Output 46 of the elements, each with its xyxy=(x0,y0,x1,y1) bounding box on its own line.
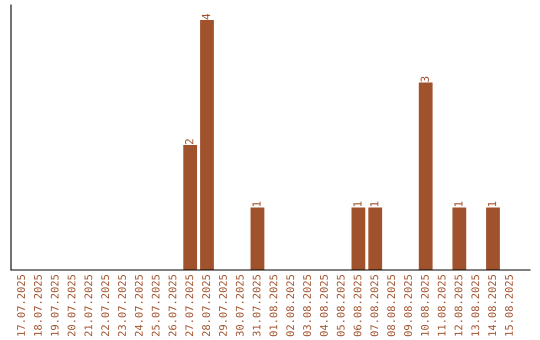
x-tick-label: 08.08.2025 xyxy=(387,275,396,336)
x-tick-label: 25.07.2025 xyxy=(152,275,160,336)
x-tick-label: 07.08.2025 xyxy=(370,275,378,336)
x-tick-label: 30.07.2025 xyxy=(236,275,244,336)
data-label: 4 xyxy=(202,14,210,20)
bar xyxy=(452,208,466,270)
bar xyxy=(250,208,264,270)
x-tick-label: 09.08.2025 xyxy=(404,275,412,336)
x-tick-label: 14.08.2025 xyxy=(488,275,496,336)
x-tick-label: 12.08.2025 xyxy=(454,275,462,336)
x-tick-label: 24.07.2025 xyxy=(134,275,143,336)
data-label: 1 xyxy=(488,202,496,206)
x-tick-label: 06.08.2025 xyxy=(354,275,362,336)
x-tick-label: 05.08.2025 xyxy=(336,275,345,336)
x-tick-label: 29.07.2025 xyxy=(218,275,227,336)
x-tick-label: 28.07.2025 xyxy=(202,275,210,336)
x-tick-label: 26.07.2025 xyxy=(168,275,176,336)
bar xyxy=(183,145,198,270)
bar xyxy=(486,208,500,270)
bar xyxy=(200,20,214,270)
x-tick-label: 15.08.2025 xyxy=(504,275,513,336)
x-tick-label: 23.07.2025 xyxy=(118,275,126,336)
data-label: 2 xyxy=(185,139,194,144)
x-tick-label: 10.08.2025 xyxy=(420,275,429,336)
x-tick-label: 19.07.2025 xyxy=(50,275,59,336)
bar xyxy=(352,208,366,270)
bar xyxy=(368,208,382,270)
data-label: 1 xyxy=(454,202,462,206)
x-tick-label: 13.08.2025 xyxy=(471,275,480,336)
x-tick-label: 03.08.2025 xyxy=(303,275,311,336)
x-tick-label: 17.07.2025 xyxy=(17,275,25,336)
data-label: 1 xyxy=(353,202,362,206)
x-tick-label: 02.08.2025 xyxy=(286,275,294,336)
x-tick-label: 11.08.2025 xyxy=(438,275,446,336)
x-tick-label: 22.07.2025 xyxy=(101,275,110,336)
x-tick-label: 21.07.2025 xyxy=(84,275,92,336)
x-tick-label: 20.07.2025 xyxy=(68,275,76,336)
data-label: 1 xyxy=(252,202,261,206)
data-label: 3 xyxy=(420,76,429,82)
x-tick-label: 04.08.2025 xyxy=(320,275,328,336)
x-tick-label: 31.07.2025 xyxy=(252,275,261,336)
x-tick-label: 27.07.2025 xyxy=(185,275,194,336)
x-tick-label: 18.07.2025 xyxy=(34,275,42,336)
x-tick-label: 01.08.2025 xyxy=(269,275,278,336)
data-label: 1 xyxy=(370,202,378,206)
bar xyxy=(418,82,433,270)
